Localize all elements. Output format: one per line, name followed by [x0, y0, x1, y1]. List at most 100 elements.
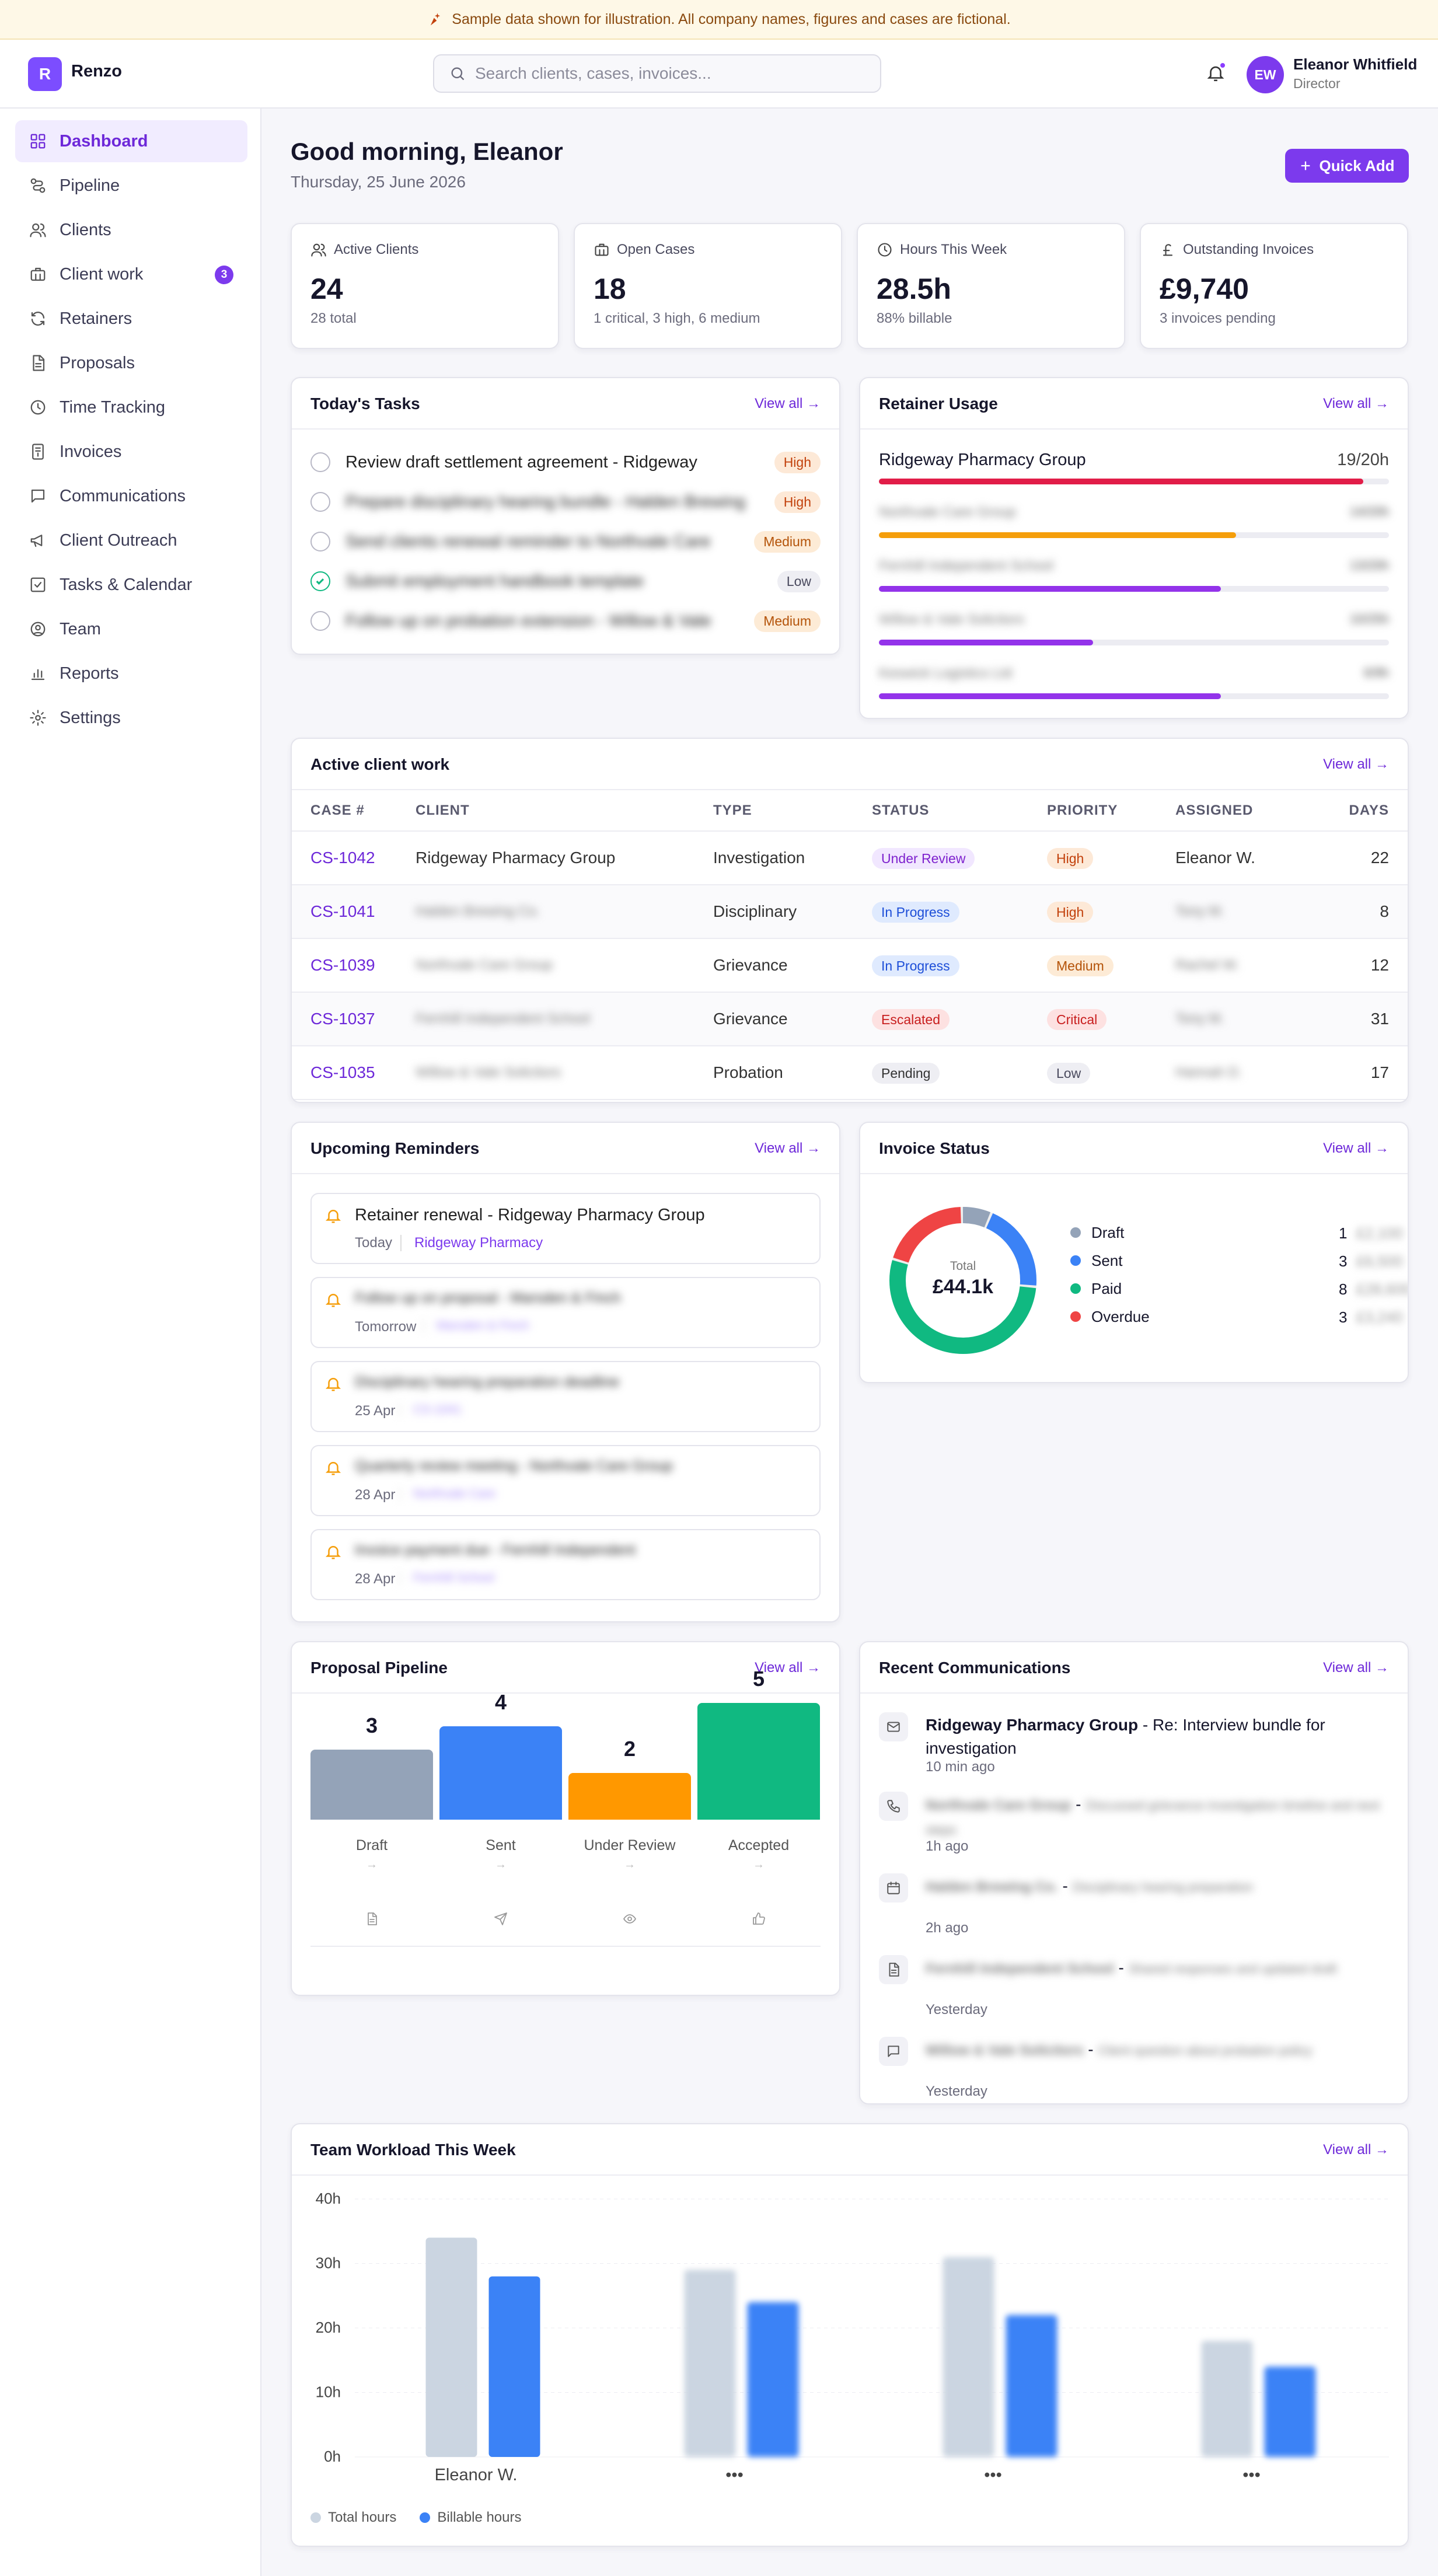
invoice-legend-item[interactable]: Sent 3 £6,500: [1070, 1250, 1403, 1271]
stat-card[interactable]: Open Cases 18 1 critical, 3 high, 6 medium: [574, 223, 842, 349]
reminder-client-link[interactable]: Fernhill School: [399, 1571, 494, 1585]
sidebar-item-reports[interactable]: Reports: [15, 652, 247, 694]
task-checked-icon[interactable]: [310, 571, 330, 591]
sidebar-item-retainers[interactable]: Retainers: [15, 298, 247, 340]
donut-slice-sent[interactable]: [889, 1207, 1036, 1354]
reminder-item[interactable]: Retainer renewal - Ridgeway Pharmacy Gro…: [310, 1193, 821, 1264]
reminder-item[interactable]: Follow up on proposal - Marsden & Finch T…: [310, 1277, 821, 1348]
sidebar-item-client-outreach[interactable]: Client Outreach: [15, 519, 247, 561]
workload-bar-billable[interactable]: [747, 2302, 799, 2457]
case-link[interactable]: CS-1035: [310, 1063, 375, 1081]
workload-bar-total[interactable]: [684, 2270, 736, 2457]
pipeline-bar-accepted[interactable]: [697, 1703, 820, 1820]
table-row[interactable]: CS-1039 Northvale Care Group Grievance In P…: [292, 938, 1408, 993]
case-link[interactable]: CS-1037: [310, 1010, 375, 1028]
sidebar-item-communications[interactable]: Communications: [15, 475, 247, 517]
task-checkbox[interactable]: [310, 532, 330, 551]
table-row[interactable]: CS-1035 Willow & Vale Solicitors Probation…: [292, 1046, 1408, 1100]
retainer-row[interactable]: Fernhill Independent School 13/20h: [879, 558, 1389, 599]
avatar[interactable]: EW: [1247, 56, 1284, 93]
case-link[interactable]: CS-1042: [310, 849, 375, 867]
eye-icon: [623, 1914, 636, 1924]
invoice-legend-item[interactable]: Overdue 3 £3,240: [1070, 1306, 1403, 1327]
stat-card[interactable]: Active Clients 24 28 total: [291, 223, 559, 349]
view-all-link[interactable]: View all →: [1323, 1660, 1389, 1676]
workload-bar-total[interactable]: [425, 2238, 477, 2457]
legend-label: Sent: [1091, 1251, 1123, 1269]
chat-icon: [888, 2046, 899, 2057]
task-item[interactable]: Submit employment handbook template Low: [310, 564, 821, 599]
sidebar-item-invoices[interactable]: Invoices: [15, 431, 247, 473]
view-all-link[interactable]: View all →: [755, 1660, 821, 1676]
pipeline-bar-under-review[interactable]: [568, 1773, 691, 1820]
retainer-row[interactable]: Keswick Logistics Ltd 6/9h: [879, 665, 1389, 706]
type-cell: Investigation: [713, 831, 872, 885]
task-item[interactable]: Prepare disciplinary hearing bundle - Ha…: [310, 484, 821, 519]
pipeline-bar-draft[interactable]: [310, 1750, 433, 1820]
task-item[interactable]: Review draft settlement agreement - Ridg…: [310, 445, 821, 480]
sidebar-item-settings[interactable]: Settings: [15, 697, 247, 739]
table-row[interactable]: CS-1042 Ridgeway Pharmacy Group Investigat…: [292, 831, 1408, 885]
invoice-legend-item[interactable]: Draft 1 £2,100: [1070, 1222, 1403, 1243]
column-header: ASSIGNED: [1175, 790, 1315, 832]
workload-bar-total[interactable]: [1201, 2341, 1253, 2457]
invoice-legend-item[interactable]: Paid 8 £28,600: [1070, 1278, 1408, 1299]
card-title: Recent Communications: [879, 1659, 1071, 1677]
pipeline-bar-sent[interactable]: [439, 1726, 562, 1820]
workload-bar-billable[interactable]: [1006, 2315, 1057, 2457]
stat-card[interactable]: Hours This Week 28.5h 88% billable: [857, 223, 1125, 349]
sidebar-item-time-tracking[interactable]: Time Tracking: [15, 386, 247, 428]
donut-slice-draft[interactable]: [889, 1207, 1036, 1354]
reminder-client-link[interactable]: Northvale Care: [399, 1487, 495, 1501]
stat-card[interactable]: Outstanding Invoices £9,740 3 invoices pen…: [1140, 223, 1408, 349]
retainer-client: Keswick Logistics Ltd: [879, 665, 1013, 681]
sidebar-item-dashboard[interactable]: Dashboard: [15, 120, 247, 162]
quick-add-button[interactable]: Quick Add: [1285, 149, 1409, 183]
app-name[interactable]: Renzo: [71, 62, 122, 81]
view-all-link[interactable]: View all →: [755, 396, 821, 411]
workload-bar-billable[interactable]: [488, 2276, 540, 2457]
case-link[interactable]: CS-1039: [310, 956, 375, 974]
reminder-client-link[interactable]: Ridgeway Pharmacy: [400, 1235, 543, 1251]
legend-dot: [420, 2512, 431, 2523]
reminder-item[interactable]: Quarterly review meeting - Northvale Car…: [310, 1445, 821, 1516]
sidebar-item-pipeline[interactable]: Pipeline: [15, 165, 247, 207]
table-row[interactable]: CS-1041 Halden Brewing Co. Disciplinary In …: [292, 885, 1408, 939]
reminder-client-link[interactable]: Marsden & Finch: [423, 1319, 529, 1333]
view-all-link[interactable]: View all →: [1323, 396, 1389, 411]
user-name[interactable]: Eleanor Whitfield: [1293, 55, 1418, 73]
retainer-row[interactable]: Ridgeway Pharmacy Group 19/20h: [879, 451, 1389, 491]
task-checkbox[interactable]: [310, 492, 330, 512]
sidebar-item-client-work[interactable]: Client work 3: [15, 253, 247, 295]
case-link[interactable]: CS-1041: [310, 902, 375, 920]
sidebar-item-proposals[interactable]: Proposals: [15, 342, 247, 384]
view-all-link[interactable]: View all →: [755, 1140, 821, 1156]
task-item[interactable]: Send clients renewal reminder to Northva…: [310, 524, 821, 559]
retainer-row[interactable]: Northvale Care Group 14/20h: [879, 504, 1389, 545]
workload-bar-total[interactable]: [943, 2257, 994, 2457]
view-all-link[interactable]: View all →: [1323, 2142, 1389, 2158]
sidebar-item-clients[interactable]: Clients: [15, 209, 247, 251]
sidebar-item-team[interactable]: Team: [15, 608, 247, 650]
search-input[interactable]: [475, 64, 849, 83]
reminder-client-link[interactable]: CS-1041: [399, 1403, 462, 1417]
notifications-button[interactable]: [1201, 58, 1230, 88]
view-all-link[interactable]: View all →: [1323, 1140, 1389, 1156]
reminder-item[interactable]: Invoice payment due - Fernhill Independe…: [310, 1529, 821, 1600]
legend-label: Draft: [1091, 1223, 1125, 1241]
communication-subject: Shared responses and updated draft: [1128, 1961, 1337, 1976]
task-checkbox[interactable]: [310, 611, 330, 631]
legend-label: Overdue: [1091, 1307, 1150, 1325]
table-row[interactable]: CS-1037 Fernhill Independent School Grieva…: [292, 992, 1408, 1046]
donut-slice-paid[interactable]: [889, 1207, 1036, 1354]
sidebar-item-tasks-calendar[interactable]: Tasks & Calendar: [15, 564, 247, 606]
reminder-item[interactable]: Disciplinary hearing preparation deadlin…: [310, 1361, 821, 1432]
workload-bar-billable[interactable]: [1264, 2366, 1316, 2457]
search-box[interactable]: [433, 54, 881, 93]
card-header: Upcoming Reminders View all →: [292, 1123, 839, 1174]
app-logo[interactable]: R: [28, 57, 62, 91]
view-all-link[interactable]: View all →: [1323, 756, 1389, 772]
task-item[interactable]: Follow up on probation extension - Willo…: [310, 603, 821, 638]
retainer-row[interactable]: Willow & Vale Solicitors 10/25h: [879, 612, 1389, 652]
task-checkbox[interactable]: [310, 452, 330, 472]
